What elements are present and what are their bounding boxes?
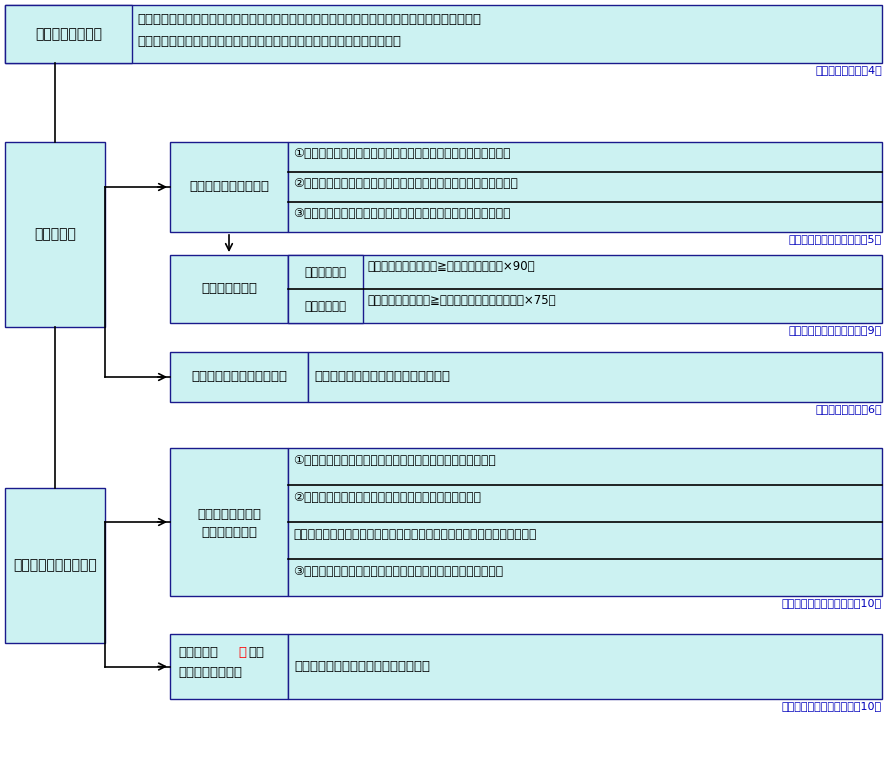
Text: リース料総額現在価値≧見積現金購入金額×90％: リース料総額現在価値≧見積現金購入金額×90％: [367, 260, 534, 273]
Bar: [288, 255, 362, 323]
Bar: [5, 488, 105, 643]
Text: ②リース期間終了後、著しく有利な価格で買い取る権利: ②リース期間終了後、著しく有利な価格で買い取る権利: [292, 491, 480, 504]
Bar: [288, 255, 881, 323]
Text: ナンス・リース: ナンス・リース: [201, 525, 257, 539]
Text: 「割安購入選択権」が与えられており、その行使が確実と見込まれるもの: 「割安購入選択権」が与えられており、その行使が確実と見込まれるもの: [292, 528, 536, 541]
Text: イナンス・リース: イナンス・リース: [178, 666, 242, 679]
Text: ファ: ファ: [248, 646, 264, 659]
Text: ファイナンス・リース取引以外の取引: ファイナンス・リース取引以外の取引: [314, 371, 449, 384]
Text: （リース会計基準6）: （リース会計基準6）: [814, 404, 881, 414]
Text: リース取引: リース取引: [34, 227, 76, 242]
Bar: [170, 142, 288, 232]
Text: 具体的判定基準: 具体的判定基準: [201, 283, 257, 296]
Text: 耐用年数基準: 耐用年数基準: [304, 299, 346, 312]
Text: ①リース期間終了後、リース物件の所有権が借手に移転する: ①リース期間終了後、リース物件の所有権が借手に移転する: [292, 454, 495, 467]
Text: 外: 外: [237, 646, 245, 659]
Bar: [288, 448, 881, 596]
Text: ③当該物件使用に伴って発生するコストを実質的に負担する取引: ③当該物件使用に伴って発生するコストを実質的に負担する取引: [292, 207, 510, 220]
Text: を与え、借手は、これに対してリース料を支払う取引のことをいいます。: を与え、借手は、これに対してリース料を支払う取引のことをいいます。: [136, 35, 400, 48]
Text: 現在価値基準: 現在価値基準: [304, 265, 346, 278]
Text: （リース会計基準4）: （リース会計基準4）: [814, 65, 881, 75]
Bar: [5, 142, 105, 327]
Bar: [170, 634, 288, 699]
Text: オペレーティング・リース: オペレーティング・リース: [190, 371, 287, 384]
Text: （リース会計基準適用指針9）: （リース会計基準適用指針9）: [788, 325, 881, 335]
Text: 所有権移転: 所有権移転: [178, 646, 218, 659]
Bar: [5, 5, 132, 63]
Text: ①リース期間の中途において当該契約を解除できないリース取引: ①リース期間の中途において当該契約を解除できないリース取引: [292, 147, 510, 160]
Bar: [288, 634, 881, 699]
Bar: [5, 5, 881, 63]
Bar: [307, 352, 881, 402]
Text: 上記以外のファイナンス・リース取引: 上記以外のファイナンス・リース取引: [293, 660, 430, 673]
Bar: [170, 352, 307, 402]
Text: 解約不能リース期間≧リース物件の経済耐用年数×75％: 解約不能リース期間≧リース物件の経済耐用年数×75％: [367, 294, 555, 307]
Text: （リース会計基準適用指針10）: （リース会計基準適用指針10）: [781, 701, 881, 711]
Text: （リース会計基準適用指針10）: （リース会計基準適用指針10）: [781, 598, 881, 608]
Text: ファイナンス・リース: ファイナンス・リース: [13, 559, 97, 572]
Text: ③物件が特別仕様のため、他に再リースすることが困難な場合: ③物件が特別仕様のため、他に再リースすることが困難な場合: [292, 565, 502, 578]
Text: （リース会計基準適用指針5）: （リース会計基準適用指針5）: [788, 234, 881, 244]
Bar: [170, 448, 288, 596]
Text: 貸手（レッサー）が借手（レッシー）に対して、リース期間にわたり、これを使用収益する権利: 貸手（レッサー）が借手（レッシー）に対して、リース期間にわたり、これを使用収益す…: [136, 13, 480, 26]
Text: ②借手が当該物件使用による経済的利益を実質的に享受できる取引: ②借手が当該物件使用による経済的利益を実質的に享受できる取引: [292, 177, 517, 190]
Text: ファイナンス・リース: ファイナンス・リース: [189, 181, 268, 194]
Bar: [288, 142, 881, 232]
Text: 所有権移転ファイ: 所有権移転ファイ: [197, 508, 260, 521]
Bar: [170, 255, 288, 323]
Text: リース取引とは？: リース取引とは？: [35, 27, 102, 41]
